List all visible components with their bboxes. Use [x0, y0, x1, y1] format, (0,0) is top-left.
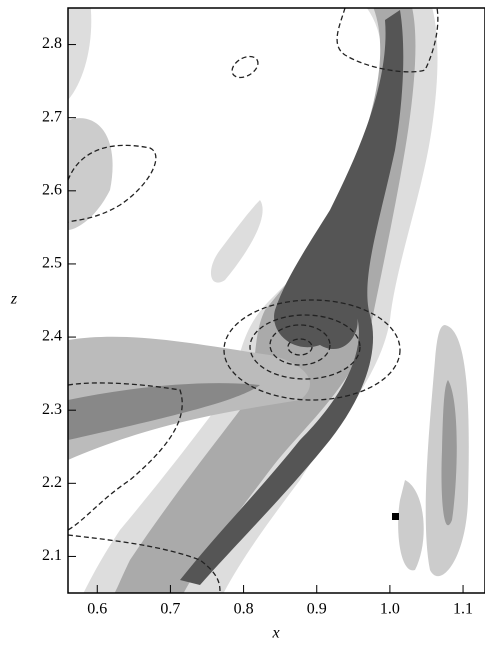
dashed-contour: [231, 55, 259, 79]
dashed-contour: [223, 299, 401, 401]
y-tick-label: 2.7: [42, 108, 62, 125]
y-tick-label: 2.2: [42, 474, 62, 491]
contour-band: [68, 383, 260, 440]
y-tick-label: 2.4: [42, 328, 62, 345]
contour-blob: [441, 380, 457, 526]
x-tick-label: 0.7: [160, 601, 180, 618]
contour-core: [180, 10, 404, 585]
contour-blob: [68, 8, 92, 100]
x-tick-label: 0.9: [307, 601, 327, 618]
plot-frame: [67, 7, 485, 594]
x-axis-label: x: [271, 625, 279, 642]
y-tick-label: 2.3: [42, 401, 62, 418]
marker: [392, 513, 399, 520]
dashed-contours: [68, 8, 439, 593]
x-tick-label: 1.1: [453, 601, 473, 618]
dashed-contour: [287, 338, 313, 356]
x-tick-label: 0.8: [234, 601, 254, 618]
y-tick-label: 2.5: [42, 255, 62, 272]
y-axis-label: z: [10, 291, 18, 308]
dashed-contour: [249, 314, 361, 380]
x-tick-label: 0.6: [87, 601, 107, 618]
contour-blob: [68, 118, 113, 230]
dashed-contour: [68, 534, 221, 593]
y-tick-label: 2.1: [42, 547, 62, 564]
x-tick-label: 1.0: [380, 601, 400, 618]
y-tick-label: 2.8: [42, 35, 62, 52]
y-tick-label: 2.6: [42, 181, 62, 198]
contour-blob: [210, 200, 263, 283]
dashed-contour: [269, 324, 331, 366]
contour-field: [68, 8, 469, 593]
contour-blob: [398, 480, 424, 571]
dashed-contour: [68, 144, 157, 223]
